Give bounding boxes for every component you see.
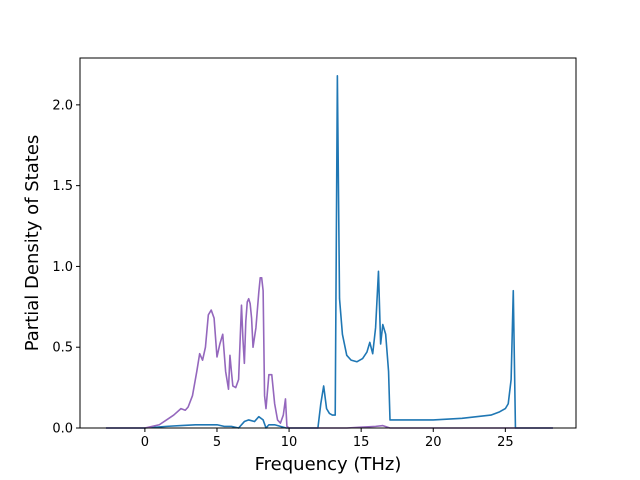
y-tick-label: 2.0 <box>52 98 73 113</box>
series-line-2 <box>105 276 553 429</box>
y-tick-label: 0.5 <box>52 341 73 356</box>
x-tick-label: 20 <box>425 435 442 450</box>
series-line-1 <box>105 74 553 429</box>
x-axis: 0 5 10 15 20 25 <box>141 428 514 450</box>
x-axis-label: Frequency (THz) <box>255 454 402 475</box>
x-tick-label: 0 <box>141 435 149 450</box>
x-tick-label: 25 <box>497 435 514 450</box>
y-tick-label: 0.0 <box>52 422 73 437</box>
y-axis-label: Partial Density of States <box>22 135 43 352</box>
x-tick-label: 5 <box>213 435 221 450</box>
x-tick-label: 10 <box>281 435 298 450</box>
y-tick-label: 1.5 <box>52 179 73 194</box>
plot-frame <box>79 57 577 429</box>
x-tick-label: 15 <box>353 435 370 450</box>
y-tick-label: 1.0 <box>52 260 73 275</box>
y-axis: 0.0 0.5 1.0 1.5 2.0 <box>52 98 80 437</box>
series-lines <box>105 74 553 429</box>
